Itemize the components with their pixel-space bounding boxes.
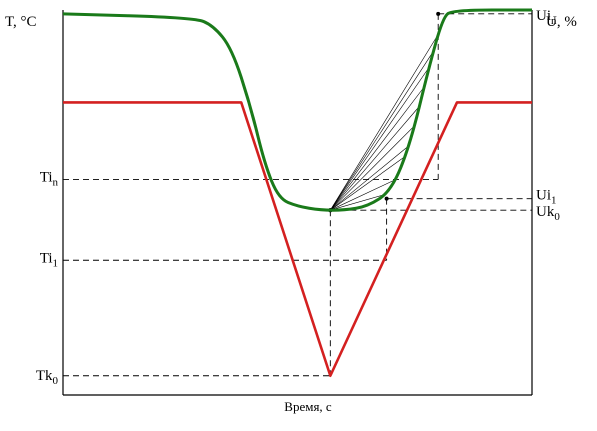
- y-right-label: U, %: [546, 14, 577, 30]
- marker-1: [384, 196, 389, 201]
- axes: [62, 10, 533, 396]
- fan-line-5: [330, 106, 420, 211]
- tick-right-ui1-sub: 1: [551, 195, 557, 207]
- tick-left-tin: Tin: [40, 169, 59, 188]
- tick-left-ti1-sub: 1: [53, 257, 59, 269]
- guide-lines: [63, 13, 532, 377]
- fan-line-4: [330, 125, 415, 211]
- fan-line-9: [330, 34, 439, 211]
- series-group: [62, 8, 532, 378]
- tick-right-ui1: Ui1: [536, 188, 557, 207]
- tick-right-uk0-sub: 0: [554, 211, 560, 223]
- tick-right-uin-sub: n: [551, 15, 557, 27]
- fan-line-2: [330, 156, 406, 211]
- series-humidity: [62, 8, 532, 212]
- tick-right-uk0-base: Uk: [536, 204, 555, 220]
- x-axis-label: Время, с: [284, 399, 332, 414]
- tick-right-uin-base: Ui: [536, 8, 551, 24]
- tick-right-uk0: Uk0: [536, 204, 560, 223]
- fan-lines: [328, 11, 441, 213]
- tick-left-tk0: Tk0: [36, 368, 59, 387]
- fan-line-8: [330, 50, 434, 211]
- marker-n: [436, 11, 441, 16]
- tick-left-tk0-sub: 0: [53, 375, 59, 387]
- y-left-label: T, °C: [5, 14, 37, 30]
- fan-line-3: [330, 144, 411, 211]
- tick-left-tin-sub: n: [53, 176, 59, 188]
- tick-left-ti1-base: Ti: [40, 250, 53, 266]
- fan-line-0: [330, 193, 387, 211]
- tick-right-uin: Uin: [536, 8, 557, 27]
- tick-left-tin-base: Ti: [40, 169, 53, 185]
- tick-right-ui1-base: Ui: [536, 188, 551, 204]
- fan-line-6: [330, 86, 425, 211]
- fan-line-1: [330, 179, 397, 211]
- tick-left-tk0-base: Tk: [36, 368, 53, 384]
- tick-left-ti1: Ti1: [40, 250, 58, 269]
- series-temperature: [63, 101, 532, 378]
- fan-line-7: [330, 67, 430, 211]
